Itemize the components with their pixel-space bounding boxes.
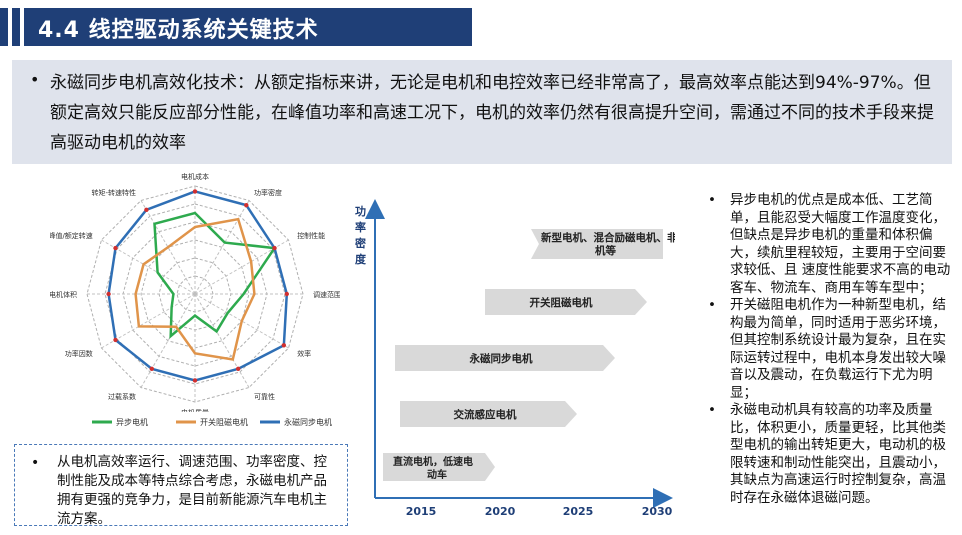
- bullet: •: [708, 297, 716, 313]
- title-bar: 4.4 线控驱动系统关键技术: [0, 8, 472, 46]
- radar-point: [106, 291, 111, 297]
- svg-text:交流感应电机: 交流感应电机: [454, 408, 517, 421]
- radar-point: [113, 337, 118, 343]
- right-text-column: • 异步电机的优点是成本低、工艺简单，且能忍受大幅度工作温度变化，但缺点是异步电…: [706, 192, 958, 507]
- intro-text: 永磁同步电机高效化技术：从额定指标来讲，无论是电机和电控效率已经非常高了，最高效…: [50, 73, 934, 153]
- radar-legend: 异步电机 开关阻磁电机 永磁同步电机: [92, 414, 342, 430]
- radar-axis-label: 调速范围: [313, 290, 340, 299]
- timeline-arrow-induction: 交流感应电机: [400, 401, 577, 427]
- radar-grid-ring: [140, 239, 250, 349]
- radar-axis-label: 电机质量: [181, 408, 209, 412]
- radar-point: [149, 366, 154, 372]
- radar-point: [144, 207, 149, 213]
- timeline-svg: 功 率 密 度 2015 2020 2025 2030 新型电机、混合励磁电机、…: [355, 199, 699, 518]
- radar-axis-label: 峰值/额定转速: [50, 231, 93, 240]
- radar-axis-label: 可靠性: [254, 392, 275, 401]
- list-item-text: 开关磁阻电机作为一种新型电机，结构最为简单，同时适用于恶劣环境，但其控制系统设计…: [730, 297, 946, 401]
- list-item: • 永磁电动机具有较高的功率及质量比，体积更小，质量更轻，比其他类型电机的输出转…: [706, 402, 958, 507]
- y-axis-label: 功 率 密 度: [355, 204, 370, 266]
- radar-axis-label: 功率因数: [65, 349, 93, 358]
- radar-axis-label: 转矩-转速特性: [91, 188, 136, 197]
- summary-box: • 从电机高效率运行、调速范围、功率密度、控制性能及成本等特点综合考虑，永磁电机…: [14, 444, 348, 527]
- svg-text:永磁同步电机: 永磁同步电机: [469, 352, 533, 365]
- timeline-arrow-srm: 开关阻磁电机: [485, 289, 647, 315]
- radar-series-2: [107, 190, 289, 382]
- x-tick-label: 2025: [563, 505, 594, 518]
- bullet: •: [30, 70, 40, 89]
- page-title: 4.4 线控驱动系统关键技术: [38, 18, 319, 43]
- title-accent-stripe: [12, 8, 20, 46]
- radar-point: [113, 245, 118, 251]
- radar-point: [236, 366, 241, 372]
- x-tick-label: 2015: [406, 505, 437, 518]
- list-item-text: 永磁电动机具有较高的功率及质量比，体积更小，质量更轻，比其他类型电机的输出转矩更…: [730, 402, 946, 506]
- radar-axis-label: 过载系数: [108, 392, 136, 401]
- timeline-arrow-pmsm: 永磁同步电机: [395, 345, 615, 371]
- x-tick-label: 2030: [642, 505, 673, 518]
- legend-label: 永磁同步电机: [284, 417, 332, 427]
- bullet: •: [708, 402, 716, 418]
- radar-legend-svg: 异步电机 开关阻磁电机 永磁同步电机: [92, 417, 332, 427]
- bullet: •: [31, 455, 40, 471]
- list-item-text: 异步电机的优点是成本低、工艺简单，且能忍受大幅度工作温度变化，但缺点是异步电机的…: [730, 192, 951, 296]
- radar-point: [281, 343, 287, 348]
- svg-text:新型电机、混合励磁电机、非晶电 机等: 新型电机、混合励磁电机、非晶电 机等: [541, 231, 675, 257]
- title-accent-stripe: [0, 8, 8, 46]
- radar-svg: 电机成本功率密度控制性能调速范围效率可靠性电机质量 过载系数 功率因数 电机体积 峰值/…: [48, 172, 341, 417]
- summary-text: 从电机高效率运行、调速范围、功率密度、控制性能及成本等特点综合考虑，永磁电机产品…: [57, 454, 327, 527]
- radar-point: [244, 202, 249, 208]
- radar-spoke: [194, 293, 289, 349]
- radar-axis-label: 电机成本: [181, 172, 209, 181]
- svg-text:直流电机，低速电 动车: 直流电机，低速电 动车: [393, 455, 476, 481]
- radar-axis-label: 效率: [297, 349, 311, 358]
- title-background: [24, 8, 472, 46]
- intro-box: • 永磁同步电机高效化技术：从额定指标来讲，无论是电机和电控效率已经非常高了，最…: [12, 60, 952, 164]
- timeline-arrow-dc: 直流电机，低速电 动车: [383, 453, 495, 481]
- radar-point: [192, 378, 198, 383]
- svg-text:开关阻磁电机: 开关阻磁电机: [530, 296, 593, 309]
- x-tick-label: 2020: [485, 505, 516, 518]
- list-item: • 开关磁阻电机作为一种新型电机，结构最为简单，同时适用于恶劣环境，但其控制系统…: [706, 297, 958, 402]
- timeline-arrow-new-motors: 新型电机、混合励磁电机、非晶电 机等: [531, 229, 699, 259]
- list-item: • 异步电机的优点是成本低、工艺简单，且能忍受大幅度工作温度变化，但缺点是异步电…: [706, 192, 958, 297]
- radar-series-0: [153, 211, 277, 339]
- legend-label: 异步电机: [116, 417, 148, 427]
- legend-label: 开关阻磁电机: [200, 417, 248, 427]
- radar-axis-label: 控制性能: [297, 231, 325, 240]
- radar-axis-label: 功率密度: [254, 188, 282, 197]
- radar-point: [284, 291, 289, 297]
- radar-axis-label: 电机体积: [50, 290, 77, 299]
- radar-point: [192, 189, 198, 194]
- bullet: •: [708, 192, 716, 208]
- radar-chart: 电机成本功率密度控制性能调速范围效率可靠性电机质量 过载系数 功率因数 电机体积 峰值/…: [48, 172, 341, 440]
- radar-series-1: [134, 217, 256, 361]
- radar-point: [272, 245, 277, 251]
- timeline-chart: 功 率 密 度 2015 2020 2025 2030 新型电机、混合励磁电机、…: [345, 195, 699, 525]
